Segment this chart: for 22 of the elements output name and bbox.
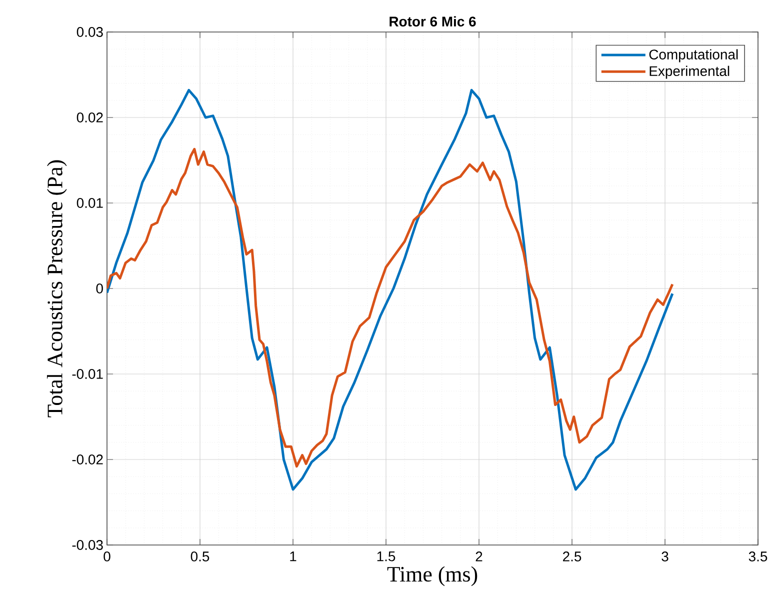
x-axis-title: Time (ms): [387, 566, 478, 586]
x-tick-label: 2: [476, 552, 482, 562]
y-tick-label: -0.01: [72, 369, 103, 379]
y-tick-label: -0.02: [72, 454, 103, 464]
line-series: [107, 88, 674, 491]
legend-label: Experimental: [650, 66, 730, 79]
y-tick-label: -0.03: [72, 540, 103, 550]
x-tick-label: 2.5: [563, 552, 582, 562]
x-tick-label: 1.5: [377, 552, 396, 562]
y-tick-label: 0.03: [76, 27, 103, 37]
x-tick-label: 3: [662, 552, 668, 562]
legend-label: Computational: [649, 49, 738, 62]
y-axis-title: Total Acoustics Pressure (Pa): [46, 160, 67, 418]
line-series: [107, 148, 674, 468]
chart-title: Rotor 6 Mic 6: [390, 16, 476, 27]
x-tick-label: 0: [104, 552, 110, 562]
x-tick-label: 0.5: [190, 552, 210, 562]
y-tick-label: 0.01: [76, 198, 103, 208]
y-tick-label: 0: [96, 284, 103, 294]
x-tick-label: 1: [290, 552, 296, 562]
y-tick-label: 0.02: [76, 112, 103, 122]
x-tick-label: 3.5: [748, 552, 768, 562]
